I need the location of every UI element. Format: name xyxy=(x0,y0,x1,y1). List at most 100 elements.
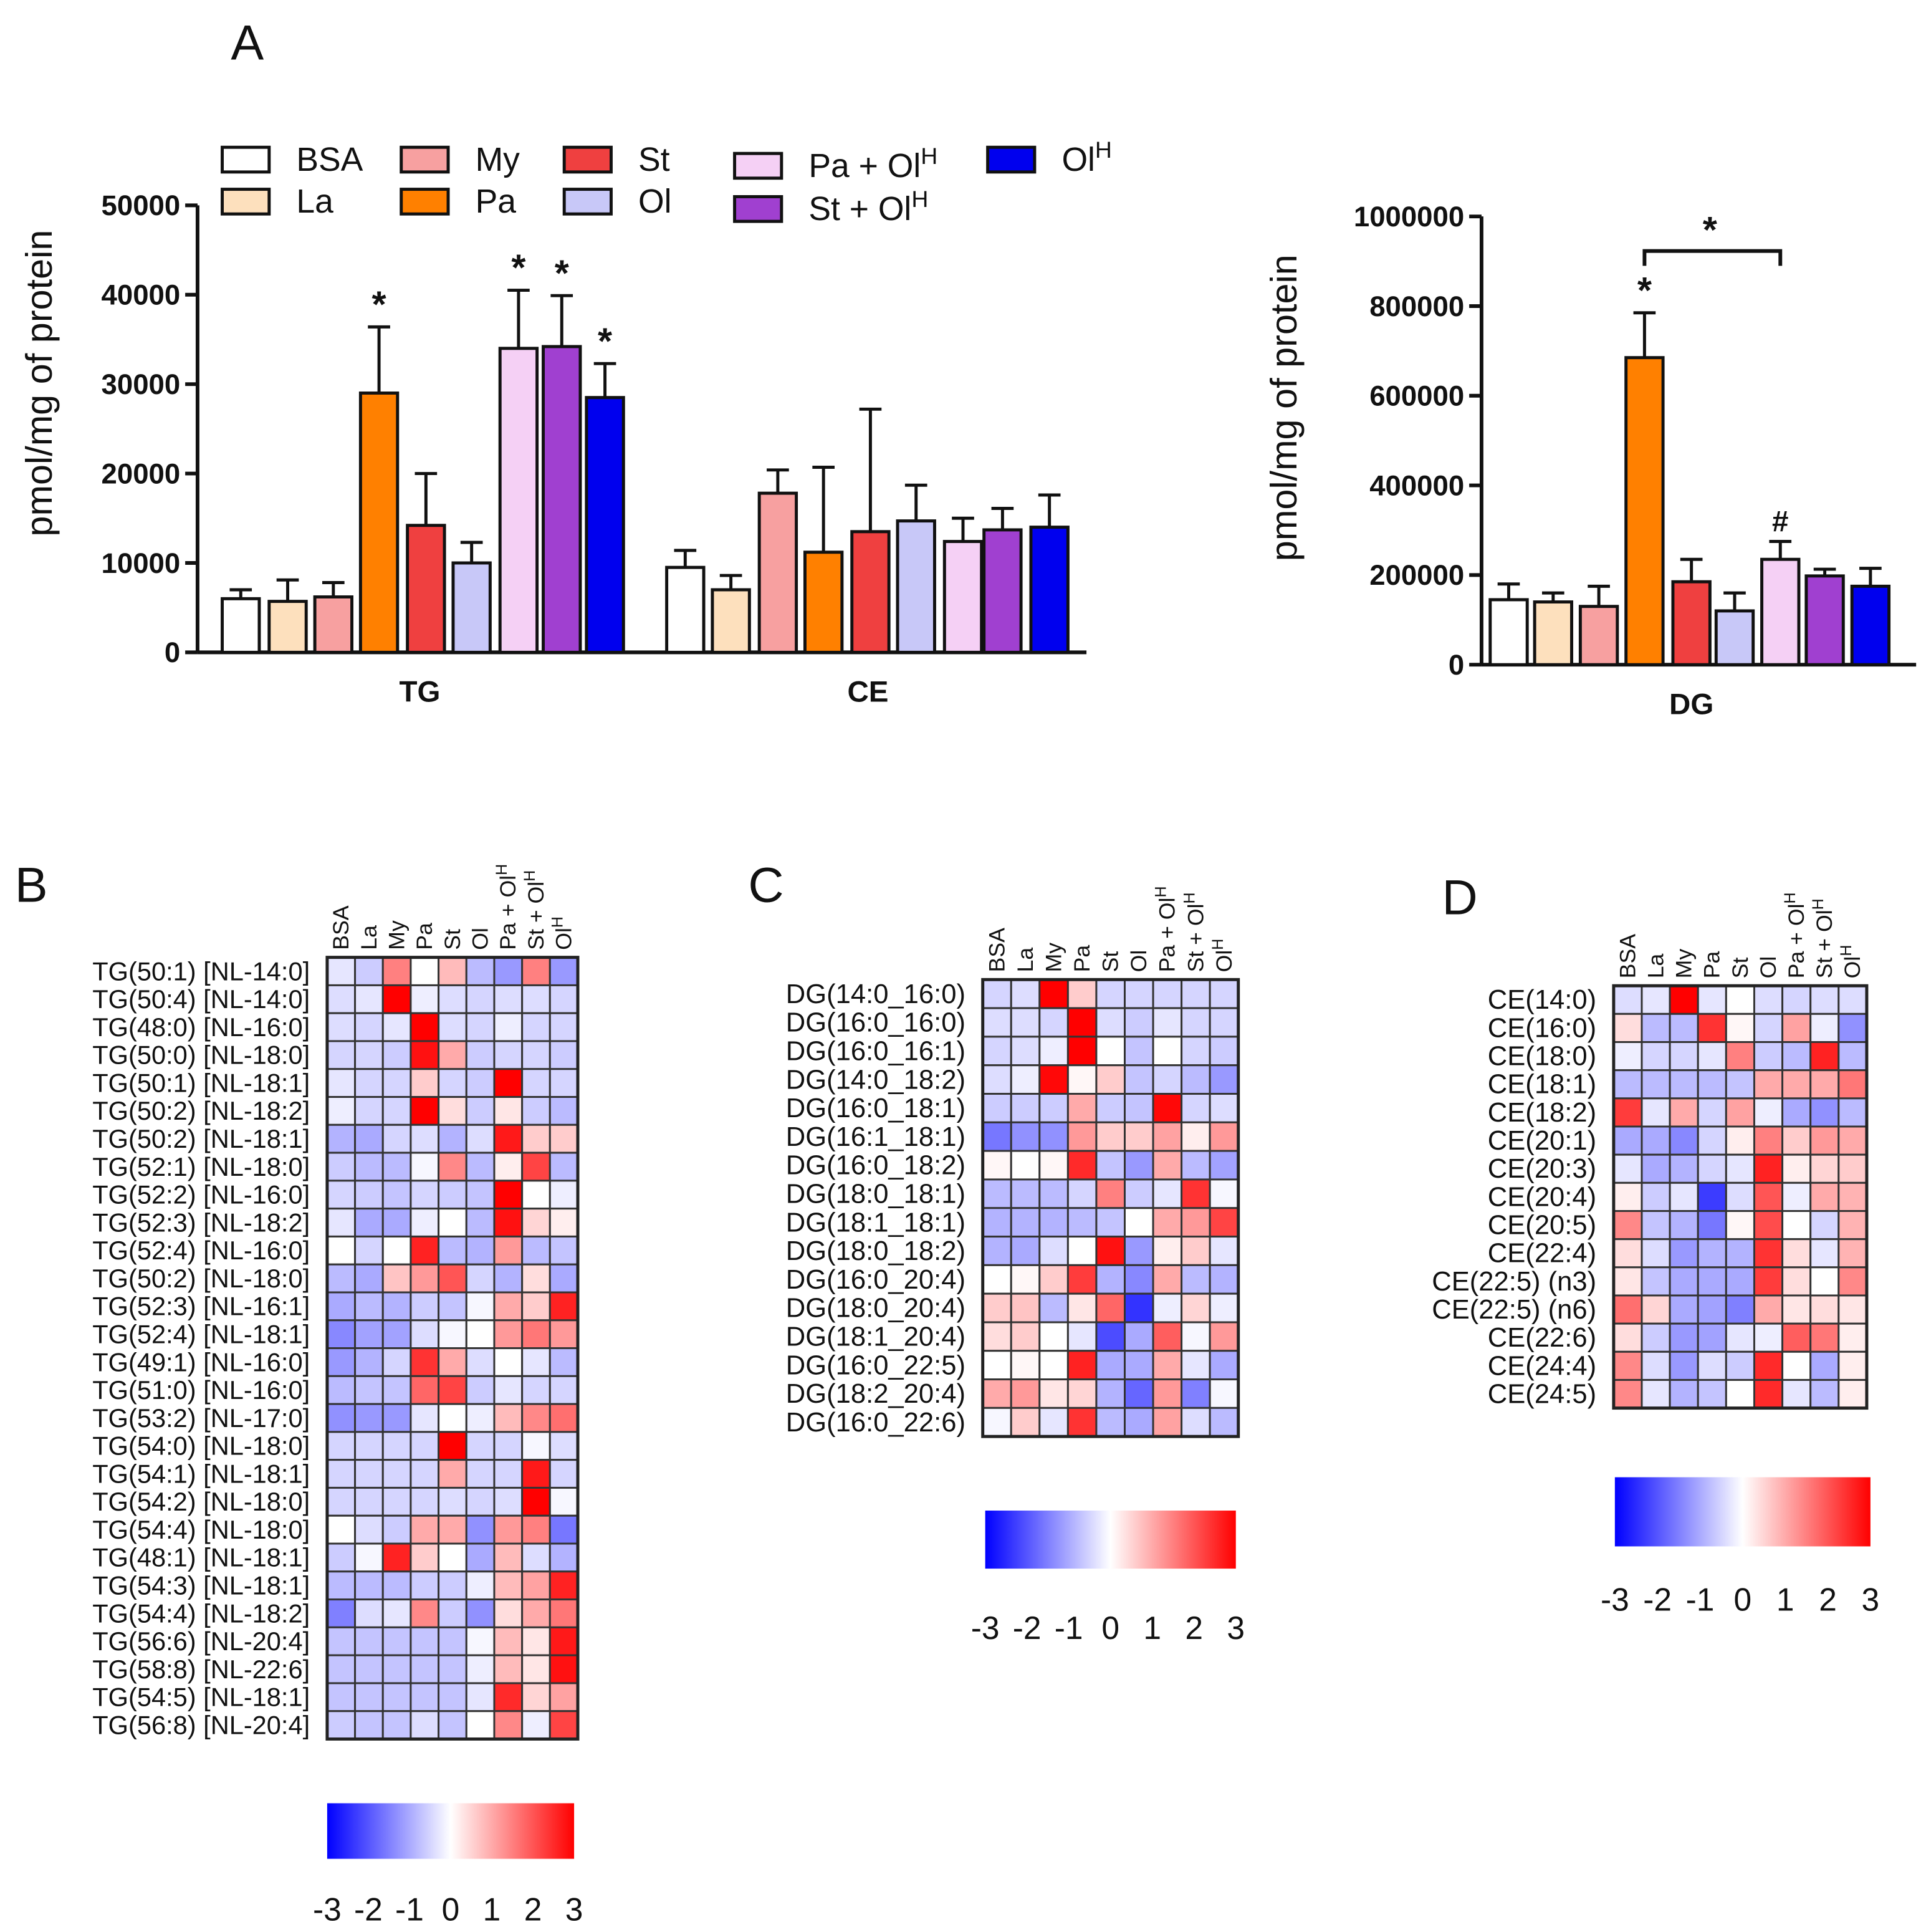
row-label: CE(24:4) xyxy=(1488,1351,1596,1381)
row-label: CE(22:5) (n6) xyxy=(1432,1295,1596,1325)
legend-label: Pa + OlH xyxy=(808,143,937,185)
heatmap-cell xyxy=(1612,1125,1643,1156)
row-label: CE(20:5) xyxy=(1488,1211,1596,1241)
heatmap-cell xyxy=(354,1096,384,1126)
heatmap-cell xyxy=(1152,1292,1183,1324)
heatmap-cell xyxy=(1095,1292,1126,1324)
heatmap-cell xyxy=(326,1291,357,1322)
significance-marker: * xyxy=(555,252,570,294)
row-label: DG(18:1_18:1) xyxy=(786,1208,965,1238)
row-label: DG(18:1_20:4) xyxy=(786,1322,965,1352)
heatmap-cell xyxy=(1753,1238,1784,1269)
heatmap-cell xyxy=(354,1514,384,1545)
heatmap-cell xyxy=(438,1710,467,1740)
color-scale-tick: 3 xyxy=(1227,1610,1245,1646)
group-name: BSA xyxy=(328,905,353,950)
heatmap-cell xyxy=(1066,1264,1098,1295)
legend-label: La xyxy=(296,183,333,220)
heatmap-cell xyxy=(354,1431,384,1461)
group-superscript: H xyxy=(911,186,928,212)
heatmap-cell xyxy=(326,1319,357,1350)
heatmap-cell xyxy=(438,1542,467,1573)
color-scale-tick: 2 xyxy=(524,1891,542,1928)
y-tick-label: 400000 xyxy=(1369,469,1464,501)
heatmap-cell xyxy=(438,1151,467,1182)
color-scale-tick: 2 xyxy=(1185,1610,1203,1646)
row-label: TG(54:3) [NL-18:1] xyxy=(92,1571,310,1600)
heatmap-cell xyxy=(1697,1266,1727,1297)
heatmap-cell xyxy=(410,1096,440,1126)
heatmap-cell xyxy=(982,1350,1012,1381)
heatmap-cell xyxy=(1753,1181,1784,1212)
heatmap-cell xyxy=(1095,1264,1126,1295)
heatmap-cell xyxy=(1209,1207,1240,1238)
group-name: Pa xyxy=(1700,951,1725,979)
heatmap-cell xyxy=(1669,1069,1699,1100)
heatmap-cell xyxy=(549,1096,579,1126)
heatmap-cell xyxy=(1641,1181,1671,1212)
heatmap-cell xyxy=(354,1208,384,1238)
bar-TG-6 xyxy=(498,347,539,654)
heatmap-cell xyxy=(1781,1350,1812,1381)
heatmap-cell xyxy=(1669,1294,1699,1325)
column-label: OlH xyxy=(549,916,577,950)
heatmap-cell xyxy=(1612,1209,1643,1241)
row-label: TG(50:1) [NL-18:1] xyxy=(92,1068,310,1097)
group-name: St xyxy=(1098,951,1123,973)
heatmap-cell xyxy=(1612,1181,1643,1212)
heatmap-cell xyxy=(438,1654,467,1684)
heatmap-cell xyxy=(549,1040,579,1070)
heatmap-cell xyxy=(1123,1264,1154,1295)
heatmap-cell xyxy=(465,1542,496,1573)
row-label: TG(52:3) [NL-16:1] xyxy=(92,1292,310,1321)
heatmap-cell xyxy=(1152,1121,1183,1152)
legend-label: My xyxy=(476,142,520,178)
heatmap-cell xyxy=(354,1068,384,1098)
group-superscript: H xyxy=(1095,137,1112,163)
row-label: DG(16:0_16:1) xyxy=(786,1036,965,1066)
row-label: TG(53:2) [NL-17:0] xyxy=(92,1403,310,1433)
heatmap-cell xyxy=(1181,1292,1211,1324)
heatmap-cell xyxy=(1038,1406,1069,1438)
heatmap-cell xyxy=(1669,984,1699,1015)
heatmap-cell xyxy=(465,1235,496,1266)
heatmap-cell xyxy=(493,1375,524,1405)
heatmap-cell xyxy=(1038,1264,1069,1295)
heatmap-cell xyxy=(1066,1350,1098,1381)
group-superscript: H xyxy=(921,143,937,169)
group-name: St xyxy=(1728,958,1753,979)
heatmap-cell xyxy=(1725,1378,1755,1410)
bar-DG-2 xyxy=(1578,605,1619,666)
heatmap-cell xyxy=(381,1151,412,1182)
group-superscript: H xyxy=(1209,939,1227,950)
heatmap-cell xyxy=(1095,1378,1126,1409)
heatmap-cell xyxy=(1809,984,1840,1015)
color-scale-tick: -1 xyxy=(1055,1610,1083,1646)
bar-CE-8 xyxy=(1029,526,1070,654)
bar-DG-6 xyxy=(1760,557,1801,666)
heatmap-cell xyxy=(493,1319,524,1350)
panel-label-a: A xyxy=(231,15,264,70)
heatmap-cell xyxy=(1612,1238,1643,1269)
heatmap-cell xyxy=(521,1626,551,1656)
heatmap-cell xyxy=(521,1375,551,1405)
heatmap-cell xyxy=(326,1654,357,1684)
heatmap-cell xyxy=(410,1208,440,1238)
heatmap-cell xyxy=(1781,1153,1812,1184)
heatmap-cell xyxy=(1837,1350,1868,1381)
heatmap-cell xyxy=(438,1598,467,1628)
color-scale-bar xyxy=(985,1511,1236,1569)
heatmap-cell xyxy=(326,956,357,986)
heatmap-cell xyxy=(1181,1178,1211,1209)
legend-label: Ol xyxy=(638,183,671,220)
heatmap-cell xyxy=(1781,1097,1812,1128)
heatmap-cell xyxy=(1152,1207,1183,1238)
heatmap-cell xyxy=(1697,1125,1727,1156)
heatmap-cell xyxy=(1612,1378,1643,1410)
bar-TG-3 xyxy=(358,392,400,654)
y-tick-label: 0 xyxy=(165,637,180,668)
heatmap-cell xyxy=(1038,1292,1069,1324)
heatmap-cell xyxy=(549,1123,579,1154)
heatmap-cell xyxy=(1181,1321,1211,1352)
heatmap-cell xyxy=(1152,1150,1183,1181)
